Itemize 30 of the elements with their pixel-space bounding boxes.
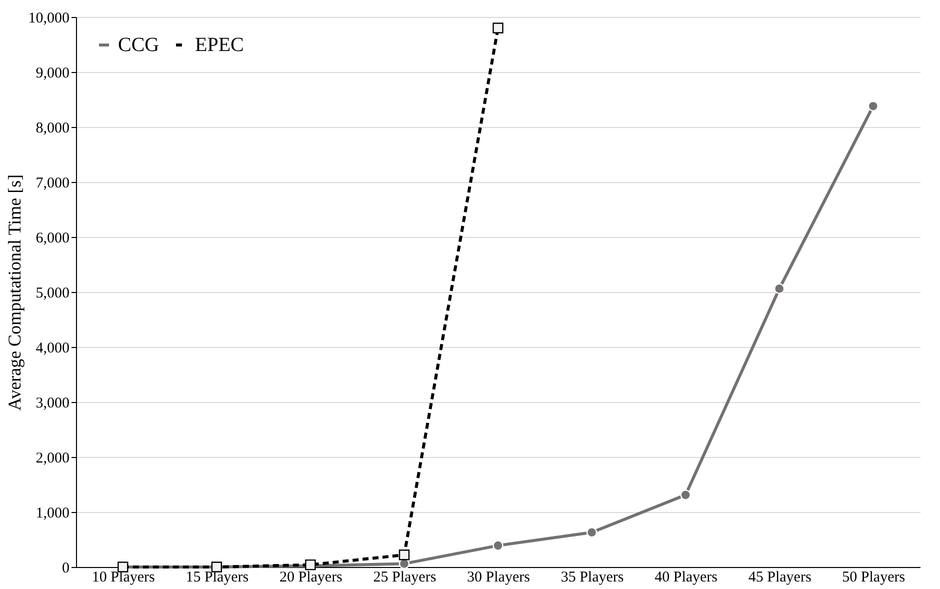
x-tick-label: 25 Players — [373, 570, 436, 586]
x-tick-label: 30 Players — [467, 570, 530, 586]
y-tick-label: 6,000 — [36, 230, 70, 246]
y-tick-label: 4,000 — [36, 340, 70, 356]
x-tick-label: 50 Players — [842, 570, 906, 586]
y-tick-label: 9,000 — [36, 66, 70, 82]
point — [680, 490, 691, 500]
point — [492, 22, 504, 34]
x-tick-label: 35 Players — [560, 570, 624, 586]
y-tick-label: 10,000 — [28, 10, 70, 26]
point — [868, 100, 878, 112]
point — [586, 527, 598, 538]
x-tick-label: 40 Players — [654, 570, 718, 586]
point — [774, 283, 785, 294]
legend-label: EPEC — [195, 34, 244, 56]
y-axis-title: Average Computational Time [s] — [4, 174, 24, 411]
point — [492, 540, 504, 551]
y-tick-label: 2,000 — [36, 450, 70, 466]
y-tick-label: 1,000 — [36, 506, 70, 522]
y-tick-label: 5,000 — [36, 286, 70, 302]
y-tick-label: 3,000 — [36, 396, 70, 412]
y-tick-label: 0 — [62, 560, 70, 576]
x-tick-label: 15 Players — [186, 570, 249, 586]
x-tick-label: 45 Players — [748, 570, 812, 586]
point — [398, 550, 410, 560]
x-tick-label: 10 Players — [92, 570, 155, 586]
x-tick-label: 20 Players — [279, 570, 343, 586]
y-tick-label: 8,000 — [36, 120, 70, 136]
y-tick-label: 7,000 — [36, 176, 70, 192]
legend-label: CCG — [118, 34, 160, 56]
